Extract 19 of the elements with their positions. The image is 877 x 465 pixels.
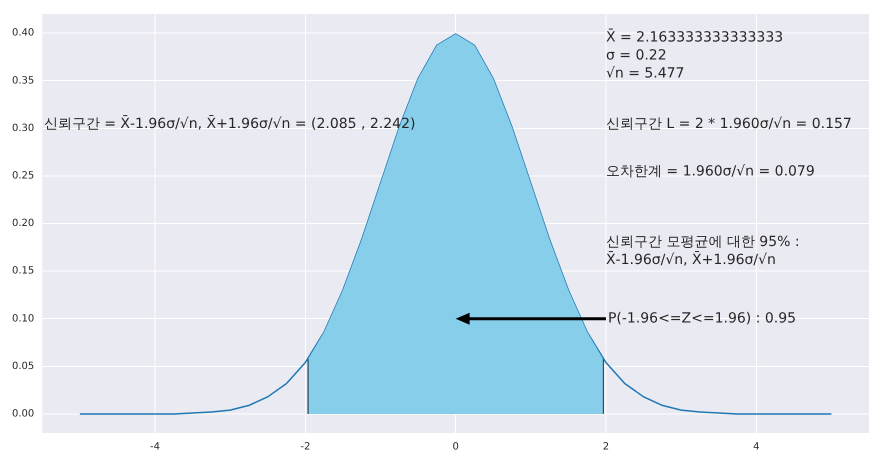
y-tick-label: 0.40	[12, 28, 34, 39]
y-tick-label: 0.20	[12, 218, 34, 230]
annotation: P(-1.96<=Z<=1.96) : 0.95	[608, 310, 796, 326]
x-tick-label: -4	[150, 442, 160, 453]
y-tick-label: 0.15	[12, 266, 34, 277]
annotation: 오차한계 = 1.960σ/√n = 0.079	[606, 164, 815, 180]
x-tick-label: -2	[300, 442, 310, 453]
y-tick-label: 0.10	[12, 313, 34, 324]
y-tick-label: 0.05	[12, 360, 34, 372]
annotation: X̄ = 2.163333333333333 σ = 0.22 √n = 5.477	[606, 28, 784, 82]
y-tick-label: 0.00	[12, 408, 34, 420]
annotation: 신뢰구간 L = 2 * 1.960σ/√n = 0.157	[606, 116, 852, 132]
annotation: 신뢰구간 모평균에 대한 95% : X̄-1.96σ/√n, X̄+1.96σ/√n	[606, 234, 800, 268]
x-tick-label: 2	[602, 442, 610, 453]
x-tick-label: 0	[452, 442, 459, 453]
y-tick-label: 0.25	[12, 170, 34, 182]
x-tick-label: 4	[753, 442, 760, 453]
y-tick-label: 0.30	[12, 122, 34, 134]
y-tick-label: 0.35	[12, 75, 34, 86]
